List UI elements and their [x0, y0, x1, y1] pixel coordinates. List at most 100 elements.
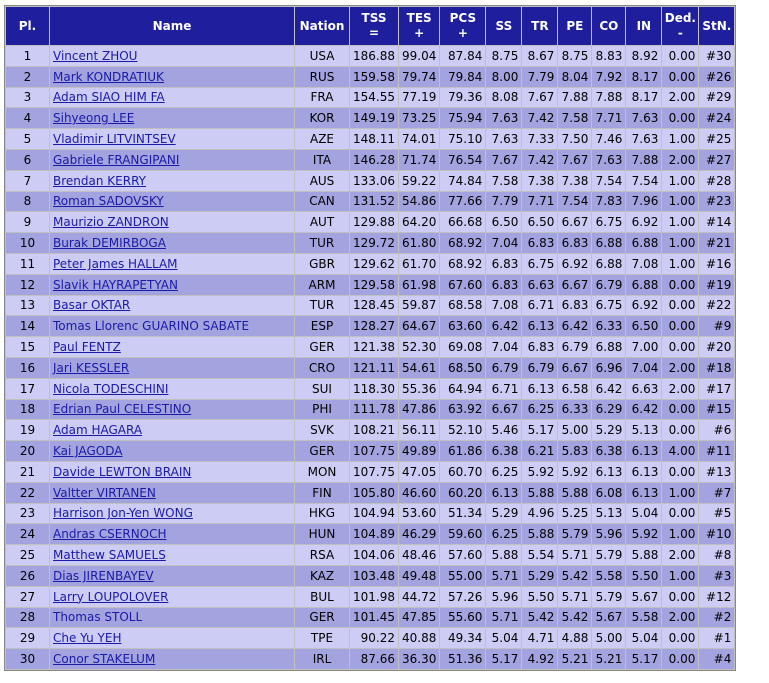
skater-name-link[interactable]: Gabriele FRANGIPANI [53, 152, 180, 167]
table-row: 22 Valtter VIRTANEN FIN 105.80 46.60 60.20 6.1… [6, 482, 735, 503]
cell-co: 7.88 [592, 87, 626, 108]
skater-name-link[interactable]: Dias JIRENBAYEV [53, 568, 154, 583]
cell-ss: 7.08 [486, 295, 522, 316]
cell-tes: 47.05 [399, 461, 440, 482]
cell-pcs: 64.94 [440, 378, 486, 399]
skater-name-link[interactable]: Valtter VIRTANEN [53, 485, 156, 500]
skater-name-link[interactable]: Davide LEWTON BRAIN [53, 464, 192, 479]
skater-name-link[interactable]: Harrison Jon-Yen WONG [53, 506, 193, 521]
cell-ded: 0.00 [662, 295, 699, 316]
cell-tes: 53.60 [399, 503, 440, 524]
cell-stn: #21 [699, 233, 735, 253]
cell-pe: 8.04 [558, 66, 592, 87]
skater-name-link[interactable]: Matthew SAMUELS [53, 548, 166, 563]
skater-name-link[interactable]: Adam HAGARA [53, 423, 143, 438]
skater-name-link[interactable]: Roman SADOVSKY [53, 194, 164, 209]
cell-place: 22 [6, 482, 49, 503]
skater-name-link[interactable]: Conor STAKELUM [53, 652, 156, 666]
cell-tes: 73.25 [399, 108, 440, 129]
cell-pcs: 87.84 [440, 46, 486, 66]
cell-tes: 55.36 [399, 378, 440, 399]
cell-ded: 4.00 [662, 441, 699, 461]
cell-nation: ESP [295, 316, 349, 337]
cell-name: Basar OKTAR [50, 295, 294, 316]
cell-pcs: 74.84 [440, 170, 486, 191]
skater-name-link[interactable]: Mark KONDRATIUK [53, 69, 164, 84]
cell-tr: 5.42 [522, 607, 558, 628]
skater-name-link[interactable]: Kai JAGODA [53, 444, 123, 459]
cell-tss: 149.19 [350, 108, 398, 129]
cell-stn: #17 [699, 378, 735, 399]
skater-name-link[interactable]: Peter James HALLAM [53, 256, 178, 271]
skater-name-link[interactable]: Nicola TODESCHINI [53, 381, 169, 396]
cell-nation: GBR [295, 253, 349, 274]
table-row: 10 Burak DEMIRBOGA TUR 129.72 61.80 68.92 7.04… [6, 233, 735, 253]
cell-tes: 64.67 [399, 316, 440, 337]
skater-name-link[interactable]: Maurizio ZANDRON [53, 215, 169, 230]
cell-in: 6.92 [626, 212, 662, 233]
cell-co: 5.29 [592, 420, 626, 441]
cell-pe: 5.71 [558, 545, 592, 565]
cell-co: 5.00 [592, 628, 626, 649]
cell-in: 6.88 [626, 274, 662, 295]
skater-name-link[interactable]: Paul FENTZ [53, 340, 121, 355]
cell-stn: #3 [699, 565, 735, 586]
cell-ded: 0.00 [662, 503, 699, 524]
cell-nation: GER [295, 441, 349, 461]
cell-ss: 5.46 [486, 420, 522, 441]
skater-name-link[interactable]: Burak DEMIRBOGA [53, 236, 166, 251]
cell-co: 6.79 [592, 274, 626, 295]
skater-name-link[interactable]: Sihyeong LEE [53, 111, 135, 126]
results-table: Pl. Name Nation TSS = TES + PCS + SS TR PE … [4, 5, 737, 671]
skater-name-link[interactable]: Che Yu YEH [53, 631, 122, 646]
cell-stn: #23 [699, 191, 735, 212]
cell-place: 21 [6, 461, 49, 482]
table-row: 11 Peter James HALLAM GBR 129.62 61.70 68.92 6… [6, 253, 735, 274]
cell-tes: 77.19 [399, 87, 440, 108]
cell-name: Davide LEWTON BRAIN [50, 461, 294, 482]
cell-name: Burak DEMIRBOGA [50, 233, 294, 253]
cell-ss: 5.88 [486, 545, 522, 565]
cell-stn: #13 [699, 461, 735, 482]
cell-place: 18 [6, 399, 49, 420]
cell-co: 7.46 [592, 129, 626, 149]
cell-pe: 8.75 [558, 46, 592, 66]
cell-tss: 121.38 [350, 337, 398, 357]
cell-ded: 1.00 [662, 524, 699, 545]
cell-ss: 8.08 [486, 87, 522, 108]
skater-name-link[interactable]: Larry LOUPOLOVER [53, 589, 169, 604]
cell-tr: 6.21 [522, 441, 558, 461]
skater-name-link[interactable]: Vladimir LITVINTSEV [53, 132, 176, 147]
cell-place: 2 [6, 66, 49, 87]
cell-ss: 6.25 [486, 461, 522, 482]
cell-tss: 146.28 [350, 149, 398, 170]
cell-tss: 101.98 [350, 586, 398, 607]
cell-ded: 0.00 [662, 628, 699, 649]
table-row: 17 Nicola TODESCHINI SUI 118.30 55.36 64.94 6.… [6, 378, 735, 399]
cell-place: 30 [6, 649, 49, 669]
cell-pe: 6.92 [558, 253, 592, 274]
header-pe: PE [558, 7, 592, 45]
cell-tes: 46.60 [399, 482, 440, 503]
cell-pe: 7.54 [558, 191, 592, 212]
skater-name-link[interactable]: Vincent ZHOU [53, 48, 138, 63]
cell-ded: 2.00 [662, 357, 699, 378]
cell-place: 14 [6, 316, 49, 337]
table-row: 30 Conor STAKELUM IRL 87.66 36.30 51.36 5.17 4.… [6, 649, 735, 669]
skater-name-link[interactable]: Andras CSERNOCH [53, 527, 167, 542]
skater-name-link[interactable]: Edrian Paul CELESTINO [53, 402, 192, 417]
cell-tes: 54.61 [399, 357, 440, 378]
table-row: 14 Tomas Llorenc GUARINO SABATE ESP 128.27 6… [6, 316, 735, 337]
skater-name-link[interactable]: Slavik HAYRAPETYAN [53, 277, 178, 292]
cell-stn: #30 [699, 46, 735, 66]
skater-name-link[interactable]: Brendan KERRY [53, 173, 146, 188]
cell-tr: 6.25 [522, 399, 558, 420]
skater-name-link[interactable]: Jari KESSLER [53, 360, 130, 375]
skater-name-link[interactable]: Adam SIAO HIM FA [53, 90, 165, 105]
cell-tes: 52.30 [399, 337, 440, 357]
skater-name-link[interactable]: Basar OKTAR [53, 298, 131, 313]
cell-pcs: 77.66 [440, 191, 486, 212]
cell-nation: KOR [295, 108, 349, 129]
cell-tr: 6.13 [522, 378, 558, 399]
cell-nation: AUT [295, 212, 349, 233]
